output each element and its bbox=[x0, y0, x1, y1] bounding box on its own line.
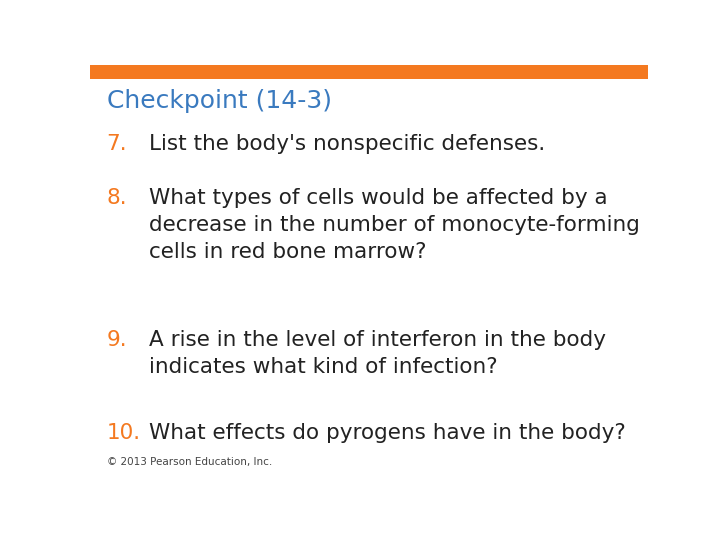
Text: A rise in the level of interferon in the body: A rise in the level of interferon in the… bbox=[148, 330, 606, 350]
Text: © 2013 Pearson Education, Inc.: © 2013 Pearson Education, Inc. bbox=[107, 457, 272, 468]
Text: decrease in the number of monocyte-forming: decrease in the number of monocyte-formi… bbox=[148, 215, 639, 235]
Text: Checkpoint (14-3): Checkpoint (14-3) bbox=[107, 90, 332, 113]
Text: 9.: 9. bbox=[107, 330, 127, 350]
Text: List the body's nonspecific defenses.: List the body's nonspecific defenses. bbox=[148, 134, 545, 154]
Text: 7.: 7. bbox=[107, 134, 127, 154]
Text: 10.: 10. bbox=[107, 423, 141, 443]
Text: 8.: 8. bbox=[107, 188, 127, 208]
Text: What effects do pyrogens have in the body?: What effects do pyrogens have in the bod… bbox=[148, 423, 626, 443]
Text: indicates what kind of infection?: indicates what kind of infection? bbox=[148, 357, 498, 377]
Text: cells in red bone marrow?: cells in red bone marrow? bbox=[148, 242, 426, 262]
FancyBboxPatch shape bbox=[90, 65, 648, 79]
Text: What types of cells would be affected by a: What types of cells would be affected by… bbox=[148, 188, 607, 208]
